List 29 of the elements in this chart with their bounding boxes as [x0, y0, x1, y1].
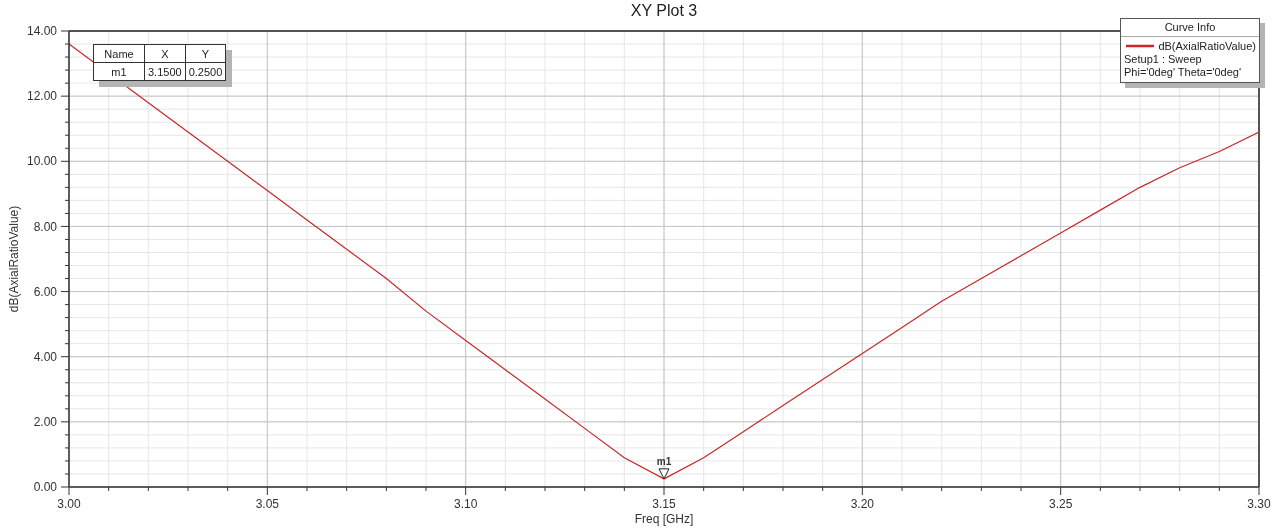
- x-axis-title: Freq [GHz]: [634, 512, 694, 526]
- y-tick-label: 14.00: [26, 24, 58, 39]
- y-tick-label: 4.00: [33, 349, 58, 364]
- annotation: X: [144, 44, 186, 63]
- x-tick-label: 3.00: [57, 497, 81, 511]
- x-tick-label: 3.05: [255, 497, 280, 511]
- annotation: 3.1500: [144, 62, 186, 81]
- x-tick-label: 3.30: [1247, 497, 1271, 511]
- x-tick-label: 3.20: [850, 497, 875, 511]
- annotation: 0.2500: [185, 62, 226, 81]
- y-tick-label: 6.00: [33, 284, 58, 299]
- annotation: Y: [185, 44, 226, 63]
- x-tick-label: 3.10: [453, 497, 478, 511]
- annotation: m1: [656, 455, 672, 467]
- annotation: m1: [93, 62, 145, 81]
- legend-title: Curve Info: [1121, 19, 1259, 37]
- annotation: Name: [93, 44, 145, 63]
- y-axis-title: dB(AxialRatioValue): [7, 205, 21, 313]
- x-tick-label: 3.25: [1048, 497, 1073, 511]
- y-tick-label: 8.00: [33, 219, 58, 234]
- y-tick-label: 10.00: [26, 154, 58, 169]
- annotation: Phi='0deg' Theta='0deg': [1124, 66, 1243, 79]
- y-tick-label: 12.00: [26, 89, 58, 104]
- annotation: Setup1 : Sweep: [1124, 53, 1203, 66]
- chart-title: XY Plot 3: [629, 1, 699, 21]
- y-tick-label: 0.00: [33, 480, 58, 495]
- y-tick-label: 2.00: [33, 415, 58, 430]
- x-tick-label: 3.15: [652, 497, 676, 511]
- legend-label: dB(AxialRatioValue): [1158, 40, 1256, 52]
